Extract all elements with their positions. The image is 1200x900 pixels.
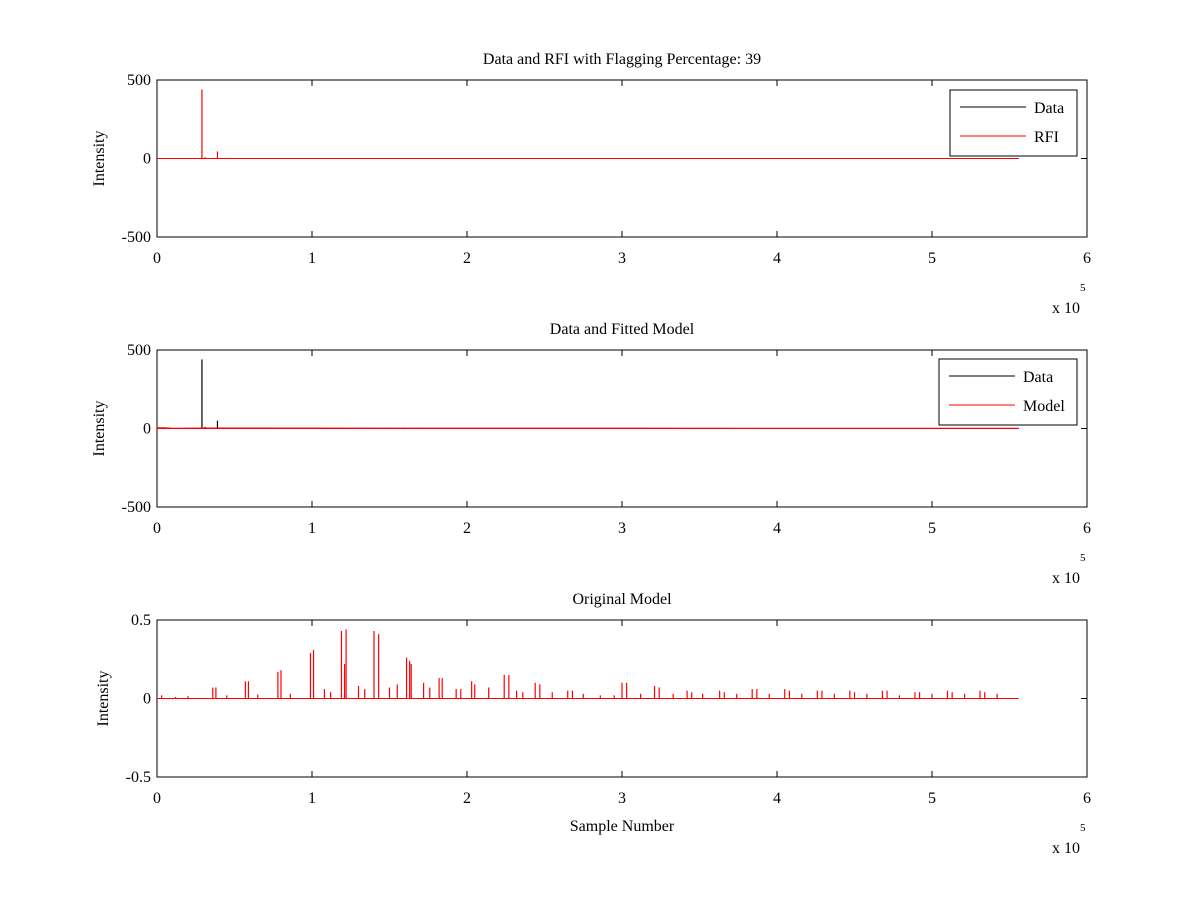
chart-title: Original Model [572, 591, 672, 608]
legend-label: Data [1034, 100, 1064, 117]
x-tick-label: 2 [463, 250, 471, 267]
chart-title: Data and RFI with Flagging Percentage: 3… [483, 51, 761, 68]
series-path [157, 427, 1019, 429]
legend: Data Model [938, 358, 1078, 426]
legend-box [938, 358, 1078, 426]
y-tick-label: -0.5 [126, 769, 151, 786]
y-tick-label: -500 [122, 499, 151, 516]
legend-label: RFI [1034, 129, 1059, 146]
x-tick-label: 5 [928, 250, 936, 267]
x-tick-label: 0 [153, 520, 161, 537]
series-rfi [157, 89, 1019, 159]
x-tick-label: 6 [1083, 520, 1091, 537]
x-multiplier: x 10 [1052, 570, 1080, 587]
y-axis-label: Intensity [95, 671, 112, 727]
y-tick-label: 0 [143, 151, 151, 168]
x-multiplier: x 10 [1052, 840, 1080, 857]
x-tick-label: 2 [463, 520, 471, 537]
x-tick-label: 6 [1083, 250, 1091, 267]
y-axis-label: Intensity [91, 401, 108, 457]
x-tick-label: 3 [618, 250, 626, 267]
x-tick-label: 3 [618, 790, 626, 807]
x-tick-label: 4 [773, 520, 781, 537]
y-tick-label: 500 [127, 72, 151, 89]
y-tick-label: 0 [143, 691, 151, 708]
x-tick-label: 1 [308, 520, 316, 537]
x-tick-label: 5 [928, 790, 936, 807]
legend-box [949, 89, 1078, 157]
x-tick-label: 1 [308, 250, 316, 267]
x-tick-label: 4 [773, 250, 781, 267]
x-axis-label: Sample Number [570, 818, 675, 835]
x-tick-label: 1 [308, 790, 316, 807]
y-tick-label: -500 [122, 229, 151, 246]
y-tick-label: 0 [143, 421, 151, 438]
legend-label: Model [1023, 398, 1065, 415]
series-model [157, 629, 1019, 699]
y-tick-label: 500 [127, 342, 151, 359]
x-multiplier-exponent: 5 [1080, 282, 1086, 294]
y-tick-label: 0.5 [131, 612, 151, 629]
chart-title: Data and Fitted Model [550, 321, 695, 338]
x-multiplier-exponent: 5 [1080, 552, 1086, 564]
x-multiplier-exponent: 5 [1080, 822, 1086, 834]
x-tick-label: 0 [153, 790, 161, 807]
legend: Data RFI [949, 89, 1078, 157]
x-tick-label: 3 [618, 520, 626, 537]
x-multiplier: x 10 [1052, 300, 1080, 317]
y-axis-label: Intensity [91, 131, 108, 187]
series-model [157, 427, 1019, 429]
legend-label: Data [1023, 369, 1053, 386]
x-tick-label: 6 [1083, 790, 1091, 807]
x-tick-label: 2 [463, 790, 471, 807]
x-tick-label: 5 [928, 520, 936, 537]
x-tick-label: 4 [773, 790, 781, 807]
x-tick-label: 0 [153, 250, 161, 267]
